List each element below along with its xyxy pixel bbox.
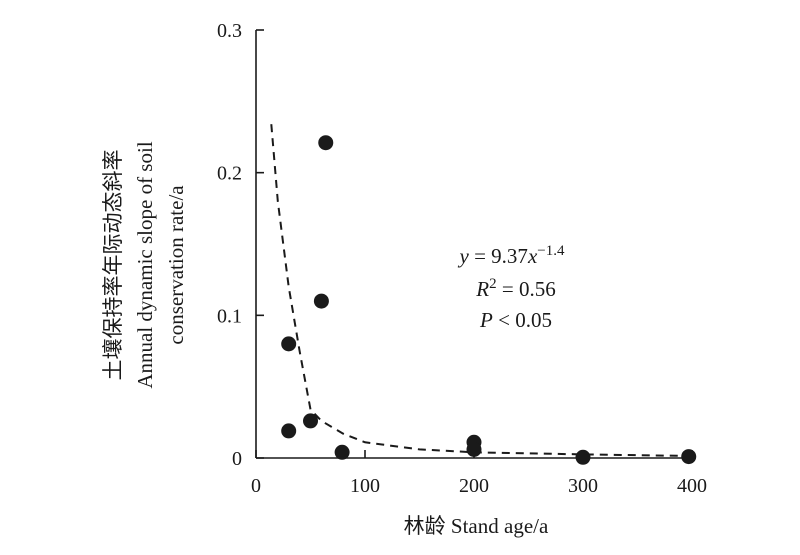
data-point (318, 135, 334, 151)
data-point (681, 449, 697, 465)
y-axis-title-line-3: conservation rate/a (164, 185, 188, 345)
data-point (466, 441, 482, 457)
data-point (303, 413, 318, 429)
data-points (281, 135, 697, 465)
x-ticks: 0 100 200 300 400 (251, 450, 707, 497)
y-axis-title-line-1: 土壤保持率年际动态斜率 (101, 150, 125, 381)
x-tick-label: 200 (459, 475, 489, 497)
data-point (575, 449, 591, 465)
r-squared-text: R2 = 0.56 (475, 276, 555, 301)
p-letter: P (479, 308, 493, 332)
r2-value: = 0.56 (497, 277, 556, 301)
y-axis-title: 土壤保持率年际动态斜率 Annual dynamic slope of soil… (101, 141, 188, 388)
data-point (281, 336, 297, 352)
equation-exponent: −1.4 (537, 243, 565, 259)
y-tick-label: 0.2 (217, 163, 242, 185)
data-point (313, 293, 329, 309)
equation-x: x (527, 244, 538, 268)
r2-r: R (475, 277, 489, 301)
equation-y: y (458, 244, 470, 268)
equation-coef: = 9.37 (469, 244, 528, 268)
x-tick-label: 100 (350, 475, 380, 497)
y-axis-title-line-2: Annual dynamic slope of soil (133, 141, 157, 388)
data-point (334, 444, 350, 460)
y-tick-label: 0.1 (217, 305, 242, 327)
axes: 0 0.1 0.2 0.3 0 100 200 300 400 (217, 20, 707, 497)
r2-sup: 2 (489, 276, 497, 292)
x-axis-title: 林龄 Stand age/a (404, 514, 549, 538)
y-tick-label: 0.3 (217, 20, 242, 42)
y-ticks: 0 0.1 0.2 0.3 (217, 20, 264, 470)
regression-annotation: y = 9.37x−1.4 R2 = 0.56 P < 0.05 (458, 243, 565, 332)
fit-curve (270, 124, 687, 457)
p-value-text: P < 0.05 (479, 308, 552, 332)
p-value: < 0.05 (493, 308, 552, 332)
x-tick-label: 0 (251, 475, 261, 497)
data-point (281, 423, 297, 439)
y-tick-label: 0 (232, 448, 242, 470)
equation-text: y = 9.37x−1.4 (458, 243, 565, 268)
x-tick-label: 300 (568, 475, 598, 497)
x-tick-label: 400 (677, 475, 707, 497)
